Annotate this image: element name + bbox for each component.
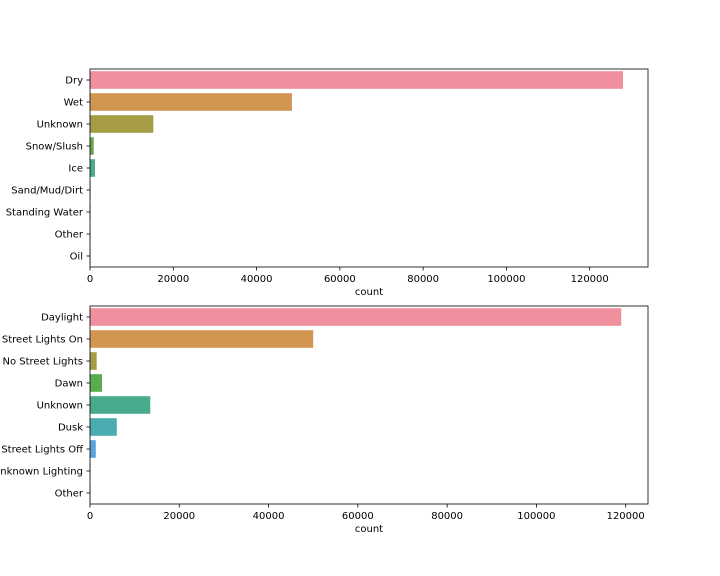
y-tick-label: Unknown [37, 401, 83, 412]
bar [90, 137, 94, 155]
y-tick-label: Ice [68, 164, 83, 175]
y-tick-label: Dry [65, 76, 83, 87]
bar [90, 159, 95, 177]
x-tick-label: 20000 [163, 511, 195, 522]
y-tick-label: Street Lights Off [1, 445, 84, 456]
bar [90, 374, 103, 392]
x-axis-label: count [355, 524, 383, 535]
y-tick-label: Dusk [58, 423, 83, 434]
y-tick-label: Oil [70, 252, 83, 263]
y-tick-label: Wet [64, 98, 83, 109]
y-tick-label: Other [55, 230, 84, 241]
bar [90, 418, 117, 436]
x-tick-label: 40000 [241, 274, 273, 285]
x-tick-label: 0 [87, 274, 93, 285]
bar [90, 330, 314, 348]
x-tick-label: 100000 [517, 511, 555, 522]
x-axis-label: count [355, 287, 383, 298]
road-surface-chart: Dry Wet Unknown Snow/Slush Ice Sand/Mud/Dirt S… [6, 68, 649, 298]
bar [90, 71, 624, 89]
bar [90, 396, 151, 414]
y-tick-label: Dawn [55, 379, 83, 390]
x-tick-label: 40000 [253, 511, 285, 522]
x-tick-label: 120000 [571, 274, 609, 285]
bar [90, 308, 622, 326]
bar [90, 440, 96, 458]
x-tick-label: 80000 [407, 274, 439, 285]
y-tick-label: Other [55, 489, 84, 500]
light-condition-chart: Daylight Street Lights On No Street Lights… [0, 305, 649, 535]
y-tick-label: Unknown [37, 120, 83, 131]
x-tick-label: 80000 [431, 511, 463, 522]
bar [90, 115, 154, 133]
y-tick-label: No Street Lights [2, 357, 83, 368]
y-tick-label: Standing Water [6, 208, 84, 219]
x-tick-label: 20000 [157, 274, 189, 285]
y-tick-label: nknown Lighting [0, 467, 83, 478]
y-tick-label: Snow/Slush [26, 142, 83, 153]
x-tick-label: 60000 [342, 511, 374, 522]
y-tick-label: Sand/Mud/Dirt [11, 186, 83, 197]
x-tick-label: 100000 [487, 274, 525, 285]
x-tick-label: 120000 [607, 511, 645, 522]
bar [90, 352, 97, 370]
bar [90, 93, 292, 111]
x-tick-label: 0 [87, 511, 93, 522]
y-tick-label: Street Lights On [2, 335, 83, 346]
y-tick-label: Daylight [41, 313, 83, 324]
x-tick-label: 60000 [324, 274, 356, 285]
